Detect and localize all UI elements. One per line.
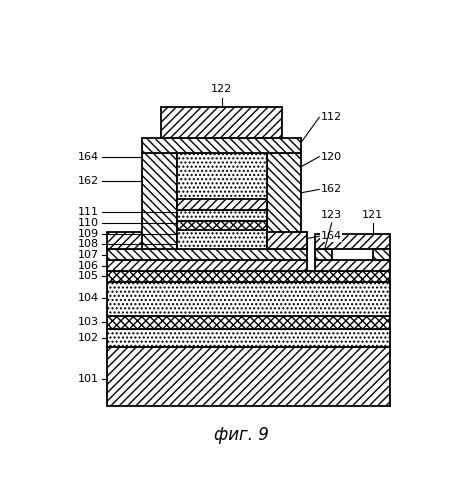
Bar xyxy=(177,220,267,230)
Bar xyxy=(107,249,307,260)
Bar xyxy=(107,282,390,316)
Bar xyxy=(267,232,307,249)
Text: 122: 122 xyxy=(211,84,232,94)
Text: 123: 123 xyxy=(321,210,342,220)
Text: 110: 110 xyxy=(78,218,99,228)
Bar xyxy=(177,152,267,249)
Bar xyxy=(315,260,390,272)
Text: 107: 107 xyxy=(78,250,99,260)
Text: 108: 108 xyxy=(78,240,99,250)
Text: 162: 162 xyxy=(321,184,342,194)
Bar xyxy=(177,210,267,220)
Text: 112: 112 xyxy=(321,112,342,122)
Bar xyxy=(142,152,177,249)
Text: 121: 121 xyxy=(362,210,383,220)
Text: 104: 104 xyxy=(78,292,99,302)
Bar xyxy=(315,234,390,249)
Bar xyxy=(107,232,307,249)
Bar xyxy=(177,200,267,210)
Text: 109: 109 xyxy=(78,228,99,238)
Bar xyxy=(161,106,282,138)
Text: фиг. 9: фиг. 9 xyxy=(213,426,268,444)
Bar xyxy=(107,272,390,282)
Bar xyxy=(267,152,301,249)
Bar xyxy=(142,138,301,152)
Bar xyxy=(107,316,390,328)
Bar xyxy=(373,249,390,260)
Text: 164: 164 xyxy=(321,231,342,241)
Text: 162: 162 xyxy=(78,176,99,186)
Bar xyxy=(107,346,390,406)
Text: 102: 102 xyxy=(78,332,99,342)
Text: 103: 103 xyxy=(78,317,99,327)
Text: 164: 164 xyxy=(78,152,99,162)
Text: 106: 106 xyxy=(78,260,99,270)
Text: 120: 120 xyxy=(321,152,342,162)
Bar xyxy=(315,249,332,260)
Bar xyxy=(177,230,267,240)
Text: 111: 111 xyxy=(78,208,99,218)
Bar xyxy=(107,328,390,346)
Text: 101: 101 xyxy=(78,374,99,384)
Bar xyxy=(177,240,267,249)
Text: 105: 105 xyxy=(78,272,99,281)
Bar xyxy=(107,260,307,272)
